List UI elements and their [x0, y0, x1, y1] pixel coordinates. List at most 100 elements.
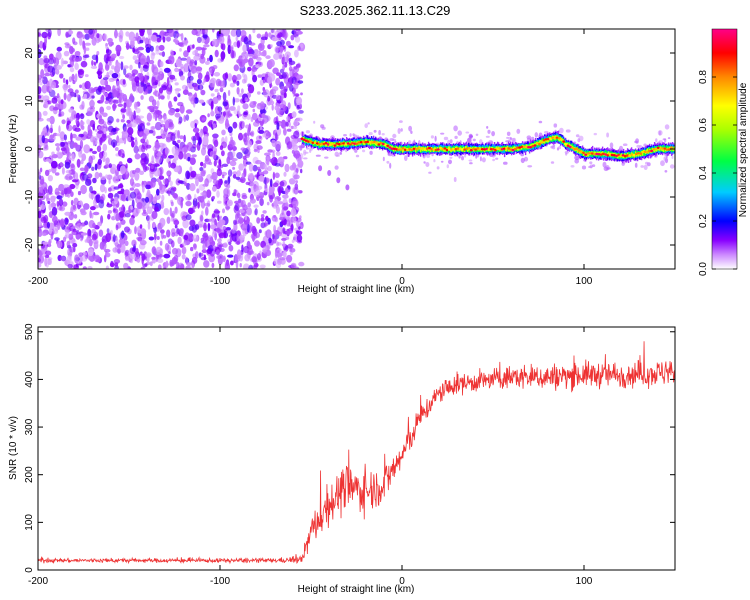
heatmap-cell — [282, 104, 287, 112]
heatmap-cell — [389, 162, 392, 169]
heatmap-cell — [63, 85, 67, 93]
heatmap-cell — [155, 155, 162, 164]
heatmap-cell — [49, 86, 52, 92]
heatmap-cell — [230, 29, 238, 37]
heatmap-cell — [85, 82, 89, 87]
heatmap-cell — [262, 50, 267, 57]
heatmap-cell — [227, 34, 231, 44]
heatmap-cell — [182, 242, 187, 247]
heatmap-cell — [75, 232, 81, 240]
heatmap-cell — [219, 87, 224, 93]
heatmap-cell — [56, 144, 60, 153]
heatmap-cell — [240, 223, 248, 231]
heatmap-cell — [516, 128, 521, 134]
heatmap-cell — [242, 155, 247, 160]
heatmap-cell — [159, 240, 163, 246]
heatmap-cell — [135, 167, 141, 173]
heatmap-cell — [210, 175, 216, 180]
heatmap-cell — [109, 61, 112, 66]
heatmap-cell — [297, 160, 304, 168]
heatmap-cell — [220, 171, 228, 176]
heatmap-cell — [136, 236, 142, 240]
heatmap-cell — [180, 75, 185, 81]
heatmap-cell — [272, 86, 279, 92]
heatmap-cell — [157, 258, 164, 264]
heatmap-cell — [115, 169, 119, 176]
heatmap-cell — [160, 230, 164, 240]
heatmap-cell — [156, 252, 161, 255]
heatmap-cell — [166, 216, 171, 224]
heatmap-cell — [115, 224, 119, 231]
heatmap-cell — [107, 192, 114, 199]
heatmap-cell — [191, 29, 198, 36]
heatmap-cell — [205, 206, 209, 216]
heatmap-cell — [592, 164, 596, 168]
heatmap-cell — [111, 65, 115, 70]
heatmap-cell — [255, 160, 262, 165]
heatmap-cell — [88, 87, 95, 94]
heatmap-cell — [233, 219, 237, 225]
heatmap-cell — [560, 138, 563, 141]
heatmap-cell — [139, 123, 146, 132]
heatmap-cell — [120, 119, 125, 123]
heatmap-cell — [260, 214, 265, 218]
heatmap-cell — [276, 252, 283, 258]
heatmap-cell — [179, 42, 185, 48]
heatmap-cell — [194, 49, 198, 54]
heatmap-cell — [265, 55, 271, 59]
heatmap-cell — [260, 222, 266, 229]
heatmap-cell — [248, 34, 252, 42]
heatmap-cell — [534, 132, 538, 138]
heatmap-cell — [173, 187, 177, 192]
heatmap-cell — [194, 251, 199, 259]
heatmap-cell — [284, 163, 290, 173]
heatmap-cell — [156, 38, 162, 43]
heatmap-cell — [56, 240, 63, 249]
heatmap-cell — [239, 133, 243, 139]
heatmap-cell — [215, 249, 220, 256]
heatmap-cell — [252, 164, 258, 172]
heatmap-cell — [475, 154, 478, 159]
heatmap-cell — [79, 113, 85, 120]
heatmap-cell — [211, 262, 215, 268]
heatmap-cell — [167, 187, 171, 197]
heatmap-cell — [67, 88, 74, 93]
heatmap-cell — [80, 121, 85, 126]
heatmap-cell — [193, 193, 197, 201]
heatmap-cell — [137, 190, 141, 198]
heatmap-cell — [80, 60, 88, 68]
heatmap-cell — [207, 222, 211, 232]
heatmap-cell — [121, 204, 125, 213]
heatmap-cell — [274, 46, 279, 54]
heatmap-cell — [127, 136, 131, 142]
heatmap-cell — [54, 187, 60, 196]
heatmap-cell — [235, 176, 241, 180]
heatmap-cell — [74, 51, 81, 56]
heatmap-cell — [531, 136, 535, 140]
heatmap-cell — [44, 132, 49, 136]
heatmap-cell — [84, 74, 89, 78]
heatmap-cell — [275, 151, 281, 157]
heatmap-cell — [190, 97, 196, 105]
heatmap-cell — [125, 31, 130, 37]
heatmap-cell — [558, 145, 562, 150]
heatmap-cell — [269, 178, 273, 188]
heatmap-cell — [124, 213, 131, 218]
heatmap-cell — [150, 164, 154, 170]
heatmap-cell — [303, 149, 307, 156]
heatmap-cell — [89, 185, 93, 193]
heatmap-cell — [286, 116, 291, 121]
heatmap-cell — [38, 86, 42, 95]
heatmap-cell — [241, 88, 244, 94]
heatmap-cell — [91, 60, 94, 66]
heatmap-cell — [375, 141, 379, 144]
heatmap-cell — [183, 50, 189, 58]
heatmap-cell — [87, 248, 94, 257]
heatmap-cell — [122, 79, 126, 85]
heatmap-cell — [281, 237, 287, 241]
heatmap-cell — [273, 182, 279, 188]
heatmap-cell — [108, 187, 112, 192]
heatmap-cell — [298, 110, 304, 114]
heatmap-cell — [239, 61, 243, 66]
heatmap-cell — [272, 151, 275, 161]
